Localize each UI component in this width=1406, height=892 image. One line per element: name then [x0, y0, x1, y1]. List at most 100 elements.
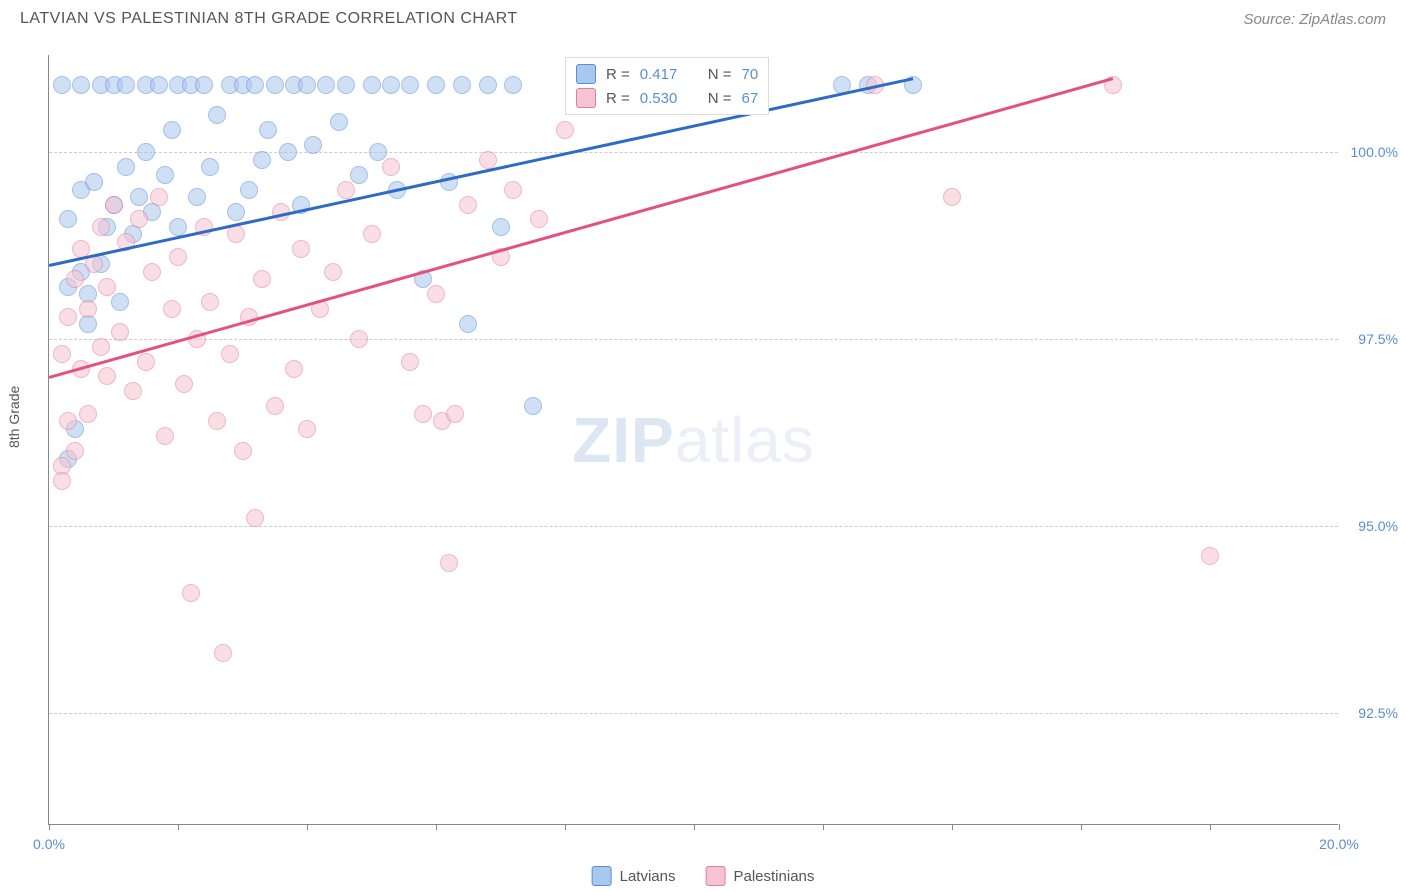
- data-point: [304, 136, 322, 154]
- data-point: [85, 173, 103, 191]
- data-point: [1201, 547, 1219, 565]
- data-point: [227, 203, 245, 221]
- data-point: [253, 151, 271, 169]
- data-point: [298, 76, 316, 94]
- data-point: [479, 76, 497, 94]
- data-point: [285, 360, 303, 378]
- data-point: [234, 442, 252, 460]
- data-point: [246, 76, 264, 94]
- data-point: [59, 308, 77, 326]
- data-point: [150, 76, 168, 94]
- data-point: [137, 143, 155, 161]
- legend-item-latvians: Latvians: [592, 866, 676, 886]
- data-point: [556, 121, 574, 139]
- data-point: [201, 158, 219, 176]
- y-tick-label: 97.5%: [1358, 331, 1398, 347]
- data-point: [130, 188, 148, 206]
- data-point: [324, 263, 342, 281]
- data-point: [401, 76, 419, 94]
- y-axis-label: 8th Grade: [6, 386, 22, 448]
- data-point: [92, 338, 110, 356]
- x-tick: [307, 824, 308, 830]
- x-tick: [952, 824, 953, 830]
- gridline: [49, 526, 1338, 527]
- y-tick-label: 95.0%: [1358, 518, 1398, 534]
- x-tick-label: 0.0%: [33, 836, 65, 852]
- data-point: [459, 196, 477, 214]
- x-tick: [436, 824, 437, 830]
- r-value: 0.417: [640, 66, 690, 83]
- data-point: [182, 584, 200, 602]
- data-point: [240, 181, 258, 199]
- data-point: [427, 76, 445, 94]
- data-point: [446, 405, 464, 423]
- data-point: [163, 300, 181, 318]
- data-point: [504, 76, 522, 94]
- data-point: [427, 285, 445, 303]
- data-point: [414, 405, 432, 423]
- data-point: [150, 188, 168, 206]
- data-point: [111, 323, 129, 341]
- data-point: [98, 278, 116, 296]
- data-point: [169, 248, 187, 266]
- data-point: [195, 76, 213, 94]
- data-point: [369, 143, 387, 161]
- n-label: N =: [708, 66, 732, 83]
- data-point: [453, 76, 471, 94]
- data-point: [221, 345, 239, 363]
- swatch-icon: [576, 64, 596, 84]
- legend-item-palestinians: Palestinians: [705, 866, 814, 886]
- data-point: [504, 181, 522, 199]
- data-point: [382, 76, 400, 94]
- data-point: [156, 166, 174, 184]
- source-credit: Source: ZipAtlas.com: [1243, 11, 1386, 28]
- data-point: [66, 442, 84, 460]
- data-point: [156, 427, 174, 445]
- data-point: [117, 158, 135, 176]
- y-tick-label: 100.0%: [1351, 144, 1398, 160]
- data-point: [53, 345, 71, 363]
- data-point: [53, 472, 71, 490]
- data-point: [214, 644, 232, 662]
- data-point: [59, 412, 77, 430]
- swatch-icon: [592, 866, 612, 886]
- data-point: [530, 210, 548, 228]
- data-point: [943, 188, 961, 206]
- data-point: [350, 166, 368, 184]
- data-point: [175, 375, 193, 393]
- data-point: [292, 240, 310, 258]
- r-label: R =: [606, 66, 630, 83]
- gridline: [49, 713, 1338, 714]
- data-point: [317, 76, 335, 94]
- data-point: [492, 218, 510, 236]
- data-point: [259, 121, 277, 139]
- trend-line: [49, 77, 914, 266]
- r-value: 0.530: [640, 90, 690, 107]
- data-point: [53, 76, 71, 94]
- legend-label: Latvians: [620, 868, 676, 885]
- data-point: [253, 270, 271, 288]
- data-point: [440, 554, 458, 572]
- data-point: [382, 158, 400, 176]
- n-value: 67: [742, 90, 759, 107]
- data-point: [72, 76, 90, 94]
- data-point: [524, 397, 542, 415]
- data-point: [169, 218, 187, 236]
- data-point: [137, 353, 155, 371]
- gridline: [49, 152, 1338, 153]
- data-point: [143, 263, 161, 281]
- x-tick-label: 20.0%: [1319, 836, 1359, 852]
- swatch-icon: [576, 88, 596, 108]
- data-point: [208, 106, 226, 124]
- x-tick: [1339, 824, 1340, 830]
- data-point: [98, 367, 116, 385]
- data-point: [208, 412, 226, 430]
- correlation-legend: R =0.417N =70R =0.530N =67: [565, 57, 769, 115]
- data-point: [79, 300, 97, 318]
- data-point: [363, 76, 381, 94]
- data-point: [350, 330, 368, 348]
- data-point: [337, 181, 355, 199]
- y-tick-label: 92.5%: [1358, 705, 1398, 721]
- swatch-icon: [705, 866, 725, 886]
- x-tick: [178, 824, 179, 830]
